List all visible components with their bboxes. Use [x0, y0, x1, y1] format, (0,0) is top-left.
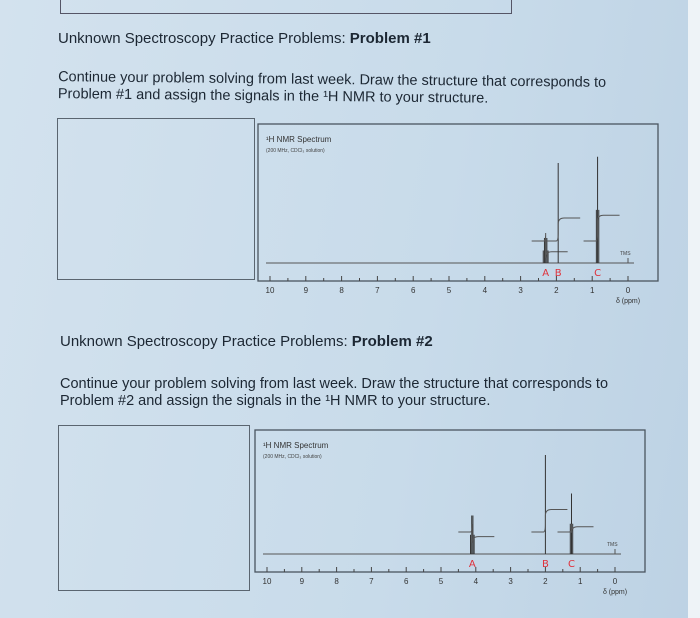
instruction-line: Problem #2 and assign the signals in the…: [60, 393, 491, 409]
integration-curve: [557, 523, 594, 533]
heading-text: Unknown Spectroscopy Practice Problems:: [60, 333, 352, 350]
x-tick-label: 9: [304, 286, 309, 295]
integration-curve: [458, 523, 495, 543]
page-edge: [688, 0, 700, 618]
instruction-line: Continue your problem solving from last …: [60, 376, 609, 392]
x-tick-label: 10: [263, 577, 272, 586]
problem-2-instructions: Continue your problem solving from last …: [60, 376, 608, 410]
integration-curve: [583, 214, 620, 242]
previous-answer-box: [60, 0, 512, 14]
problem-1-nmr-spectrum: ¹H NMR Spectrum (200 MHz, CDCl₃ solution)…: [257, 123, 659, 305]
integration-curve: [531, 508, 568, 533]
x-tick-label: 7: [375, 286, 380, 295]
x-tick-label: 6: [411, 286, 416, 295]
x-tick-label: 6: [404, 577, 409, 586]
integration-curve: [531, 232, 568, 258]
x-axis-label: δ (ppm): [616, 298, 640, 305]
problem-2-nmr-spectrum: ¹H NMR Spectrum (200 MHz, CDCl₃ solution)…: [254, 429, 646, 596]
x-tick-label: 3: [508, 577, 513, 586]
x-tick-label: 1: [590, 286, 595, 295]
peak-label-a: A: [469, 559, 476, 570]
problem-2-heading: Unknown Spectroscopy Practice Problems: …: [60, 333, 433, 350]
spectrum-title: ¹H NMR Spectrum: [266, 135, 332, 144]
problem-2-structure-box[interactable]: [58, 425, 250, 591]
problem-number: Problem #1: [349, 30, 431, 47]
spectrum-title: ¹H NMR Spectrum: [263, 441, 329, 450]
spectrum-subtitle: (200 MHz, CDCl₃ solution): [266, 148, 325, 154]
peak-label-c: C: [594, 268, 601, 279]
heading-text: Unknown Spectroscopy Practice Problems:: [58, 30, 350, 47]
x-tick-label: 10: [266, 286, 275, 295]
tms-label: TMS: [620, 251, 631, 257]
x-axis-label: δ (ppm): [603, 589, 627, 596]
x-tick-label: 9: [300, 577, 305, 586]
x-tick-label: 8: [339, 286, 344, 295]
x-tick-label: 2: [543, 577, 548, 586]
spectrum-frame: [257, 123, 659, 282]
x-tick-label: 2: [554, 286, 559, 295]
problem-1-instructions: Continue your problem solving from last …: [58, 69, 606, 109]
peak-label-b: B: [542, 559, 549, 570]
spectrum-subtitle: (200 MHz, CDCl₃ solution): [263, 454, 322, 460]
peak-label-a: A: [542, 268, 549, 279]
x-tick-label: 7: [369, 577, 374, 586]
spectrum-frame: [254, 429, 646, 573]
x-tick-label: 5: [439, 577, 444, 586]
x-tick-label: 0: [613, 577, 618, 586]
integration-curve: [544, 217, 581, 242]
x-tick-label: 1: [578, 577, 583, 586]
x-tick-label: 3: [518, 286, 523, 295]
peak-label-b: B: [555, 268, 562, 279]
x-tick-label: 5: [447, 286, 452, 295]
problem-1-heading: Unknown Spectroscopy Practice Problems: …: [58, 30, 431, 47]
problem-number: Problem #2: [351, 333, 433, 350]
x-tick-label: 4: [483, 286, 488, 295]
x-tick-label: 4: [474, 577, 479, 586]
peak-label-c: C: [568, 559, 575, 570]
tms-label: TMS: [607, 542, 618, 548]
x-tick-label: 0: [626, 286, 631, 295]
x-tick-label: 8: [334, 577, 339, 586]
problem-1-structure-box[interactable]: [57, 118, 255, 280]
